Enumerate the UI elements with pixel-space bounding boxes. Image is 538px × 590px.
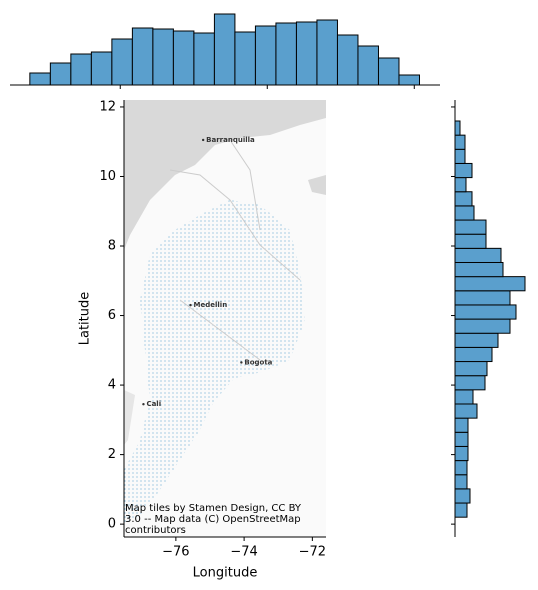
histogram-bar [454,120,461,136]
histogram-bar [454,177,467,193]
histogram-bar [454,304,517,320]
histogram-bar [454,375,486,391]
x-tick-label: −74 [230,545,257,560]
histogram-bar [377,57,400,86]
histogram-bar [454,191,473,207]
y-tick-label: 2 [108,447,116,462]
place-label: Barranquilla [206,136,255,144]
histogram-bar [316,19,338,86]
histogram-bar [454,290,511,306]
y-tick-label: 6 [108,308,116,323]
place-label: Bogota [244,358,272,366]
histogram-bar [193,32,215,86]
place-label: Cali [146,400,161,408]
histogram-bar [454,488,471,504]
histogram-bar [454,445,469,462]
histogram-bar [454,460,468,476]
y-tick-label: 4 [108,378,116,393]
attribution: contributors [125,525,186,536]
place-dot [189,303,192,307]
histogram-bar [275,22,297,86]
top-marginal [10,13,440,89]
y-tick-label: 12 [99,99,116,114]
histogram-bar [454,431,469,447]
histogram-bar [454,474,468,490]
histogram-bar [454,332,499,348]
attribution: 3.0 -- Map data (C) OpenStreetMap [125,514,301,525]
histogram-bar [454,219,487,235]
histogram-bar [49,62,72,86]
histogram-bar [254,25,277,86]
main-axes: −76 −74 −72 0 2 4 6 8 10 12 Longitude Latitude Barra… [78,99,327,580]
histogram-bar [454,502,468,518]
histogram-bar [454,403,478,419]
histogram-bar [454,162,473,179]
histogram-bar [454,261,504,278]
histogram-bar [454,247,502,263]
histogram-bar [454,361,488,377]
histogram-bar [454,148,466,164]
right-marginal [451,100,526,537]
histogram-bar [454,318,511,334]
place-label: Medellin [194,301,228,309]
histogram-bar [70,53,92,86]
histogram-bar [336,34,359,86]
histogram-bar [454,134,466,150]
histogram-bar [131,27,154,86]
place-dot [142,402,145,406]
histogram-bar [454,233,487,249]
histogram-bar [111,38,133,86]
histogram-bar [213,13,236,86]
histogram-bar [454,346,493,363]
histogram-bar [90,51,113,86]
histogram-bar [398,74,420,86]
attribution: Map tiles by Stamen Design, CC BY [125,503,302,514]
histogram-bar [454,417,469,433]
x-axis-label: Longitude [193,566,258,581]
histogram-bar [152,28,174,86]
histogram-bar [295,21,318,86]
histogram-bar [454,205,475,221]
y-axis-label: Latitude [78,292,93,346]
histogram-bar [454,276,526,292]
x-tick-label: −76 [162,545,189,560]
y-tick-label: 0 [108,517,116,532]
histogram-bar [234,31,256,86]
place-dot [201,138,205,142]
histogram-bar [357,45,379,86]
histogram-bar [172,30,195,86]
y-tick-label: 10 [99,169,116,184]
histogram-bar [29,72,51,86]
y-tick-label: 8 [108,239,116,254]
map-tiles [124,100,326,537]
x-tick-label: −72 [299,545,326,560]
histogram-bar [454,389,474,405]
place-dot [240,361,243,364]
